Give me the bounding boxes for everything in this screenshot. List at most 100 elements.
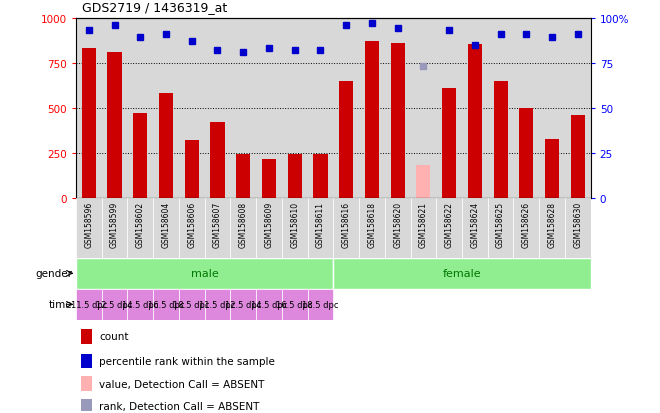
Text: GSM158610: GSM158610 xyxy=(290,201,299,247)
Bar xyxy=(102,19,127,198)
Text: 16.5 dpc: 16.5 dpc xyxy=(148,300,184,309)
Bar xyxy=(488,198,513,258)
Text: GSM158630: GSM158630 xyxy=(574,201,582,247)
Bar xyxy=(76,289,102,320)
Text: GSM158611: GSM158611 xyxy=(316,201,325,247)
Bar xyxy=(81,399,92,413)
Bar xyxy=(385,198,411,258)
Text: GSM158618: GSM158618 xyxy=(368,201,376,247)
Text: count: count xyxy=(99,332,129,342)
Bar xyxy=(314,154,327,198)
Bar xyxy=(539,19,565,198)
Text: rank, Detection Call = ABSENT: rank, Detection Call = ABSENT xyxy=(99,401,259,411)
Bar xyxy=(282,198,308,258)
Bar xyxy=(127,289,153,320)
Bar xyxy=(81,354,92,368)
Bar xyxy=(262,159,276,198)
Bar xyxy=(333,258,591,289)
Bar xyxy=(102,198,127,258)
Bar xyxy=(179,19,205,198)
Bar xyxy=(333,19,359,198)
Bar xyxy=(76,258,333,289)
Bar xyxy=(76,19,102,198)
Text: GSM158620: GSM158620 xyxy=(393,201,402,247)
Bar xyxy=(236,155,250,198)
Text: GSM158626: GSM158626 xyxy=(522,201,531,247)
Bar xyxy=(108,53,121,198)
Text: GSM158606: GSM158606 xyxy=(187,201,196,247)
Text: 18.5 dpc: 18.5 dpc xyxy=(174,300,210,309)
Bar xyxy=(256,19,282,198)
Bar xyxy=(565,19,591,198)
Text: 12.5 dpc: 12.5 dpc xyxy=(225,300,261,309)
Text: 18.5 dpc: 18.5 dpc xyxy=(302,300,339,309)
Bar xyxy=(308,19,333,198)
Text: GSM158625: GSM158625 xyxy=(496,201,505,247)
Text: GDS2719 / 1436319_at: GDS2719 / 1436319_at xyxy=(82,2,228,14)
Bar xyxy=(513,19,539,198)
Bar xyxy=(81,329,92,344)
Text: value, Detection Call = ABSENT: value, Detection Call = ABSENT xyxy=(99,379,265,389)
Bar xyxy=(411,198,436,258)
Bar xyxy=(256,198,282,258)
Bar xyxy=(282,289,308,320)
Text: male: male xyxy=(191,268,218,279)
Bar xyxy=(365,42,379,198)
Bar xyxy=(159,94,173,198)
Bar xyxy=(76,198,102,258)
Bar xyxy=(230,19,256,198)
Bar xyxy=(127,19,153,198)
Bar xyxy=(436,198,462,258)
Bar xyxy=(385,19,411,198)
Bar xyxy=(391,44,405,198)
Text: GSM158622: GSM158622 xyxy=(445,201,453,247)
Bar xyxy=(462,19,488,198)
Text: GSM158628: GSM158628 xyxy=(548,201,556,247)
Bar xyxy=(153,289,179,320)
Bar xyxy=(359,198,385,258)
Text: GSM158596: GSM158596 xyxy=(84,201,93,247)
Bar xyxy=(179,198,205,258)
Bar xyxy=(205,19,230,198)
Text: 16.5 dpc: 16.5 dpc xyxy=(277,300,313,309)
Bar xyxy=(359,19,385,198)
Bar xyxy=(230,198,256,258)
Bar xyxy=(545,140,559,198)
Text: 11.5 dpc: 11.5 dpc xyxy=(71,300,107,309)
Text: percentile rank within the sample: percentile rank within the sample xyxy=(99,356,275,366)
Text: GSM158616: GSM158616 xyxy=(342,201,350,247)
Text: GSM158621: GSM158621 xyxy=(419,201,428,247)
Text: 14.5 dpc: 14.5 dpc xyxy=(122,300,158,309)
Text: GSM158604: GSM158604 xyxy=(162,201,170,247)
Bar xyxy=(339,81,353,198)
Bar xyxy=(256,289,282,320)
Text: 11.5 dpc: 11.5 dpc xyxy=(199,300,236,309)
Text: GSM158609: GSM158609 xyxy=(265,201,273,247)
Bar xyxy=(127,198,153,258)
Bar xyxy=(102,289,127,320)
Text: 12.5 dpc: 12.5 dpc xyxy=(96,300,133,309)
Bar xyxy=(436,19,462,198)
Text: GSM158599: GSM158599 xyxy=(110,201,119,247)
Bar xyxy=(81,376,92,391)
Text: 14.5 dpc: 14.5 dpc xyxy=(251,300,287,309)
Text: female: female xyxy=(443,268,481,279)
Bar xyxy=(179,289,205,320)
Bar xyxy=(288,154,302,198)
Text: GSM158624: GSM158624 xyxy=(471,201,479,247)
Bar xyxy=(211,123,224,198)
Bar xyxy=(416,166,430,198)
Text: GSM158602: GSM158602 xyxy=(136,201,145,247)
Text: GSM158607: GSM158607 xyxy=(213,201,222,247)
Bar xyxy=(82,49,96,198)
Bar xyxy=(539,198,565,258)
Bar xyxy=(411,19,436,198)
Bar xyxy=(519,109,533,198)
Text: GSM158608: GSM158608 xyxy=(239,201,248,247)
Bar xyxy=(571,116,585,198)
Bar xyxy=(133,114,147,198)
Bar xyxy=(442,89,456,198)
Bar xyxy=(513,198,539,258)
Bar xyxy=(468,45,482,198)
Bar xyxy=(205,289,230,320)
